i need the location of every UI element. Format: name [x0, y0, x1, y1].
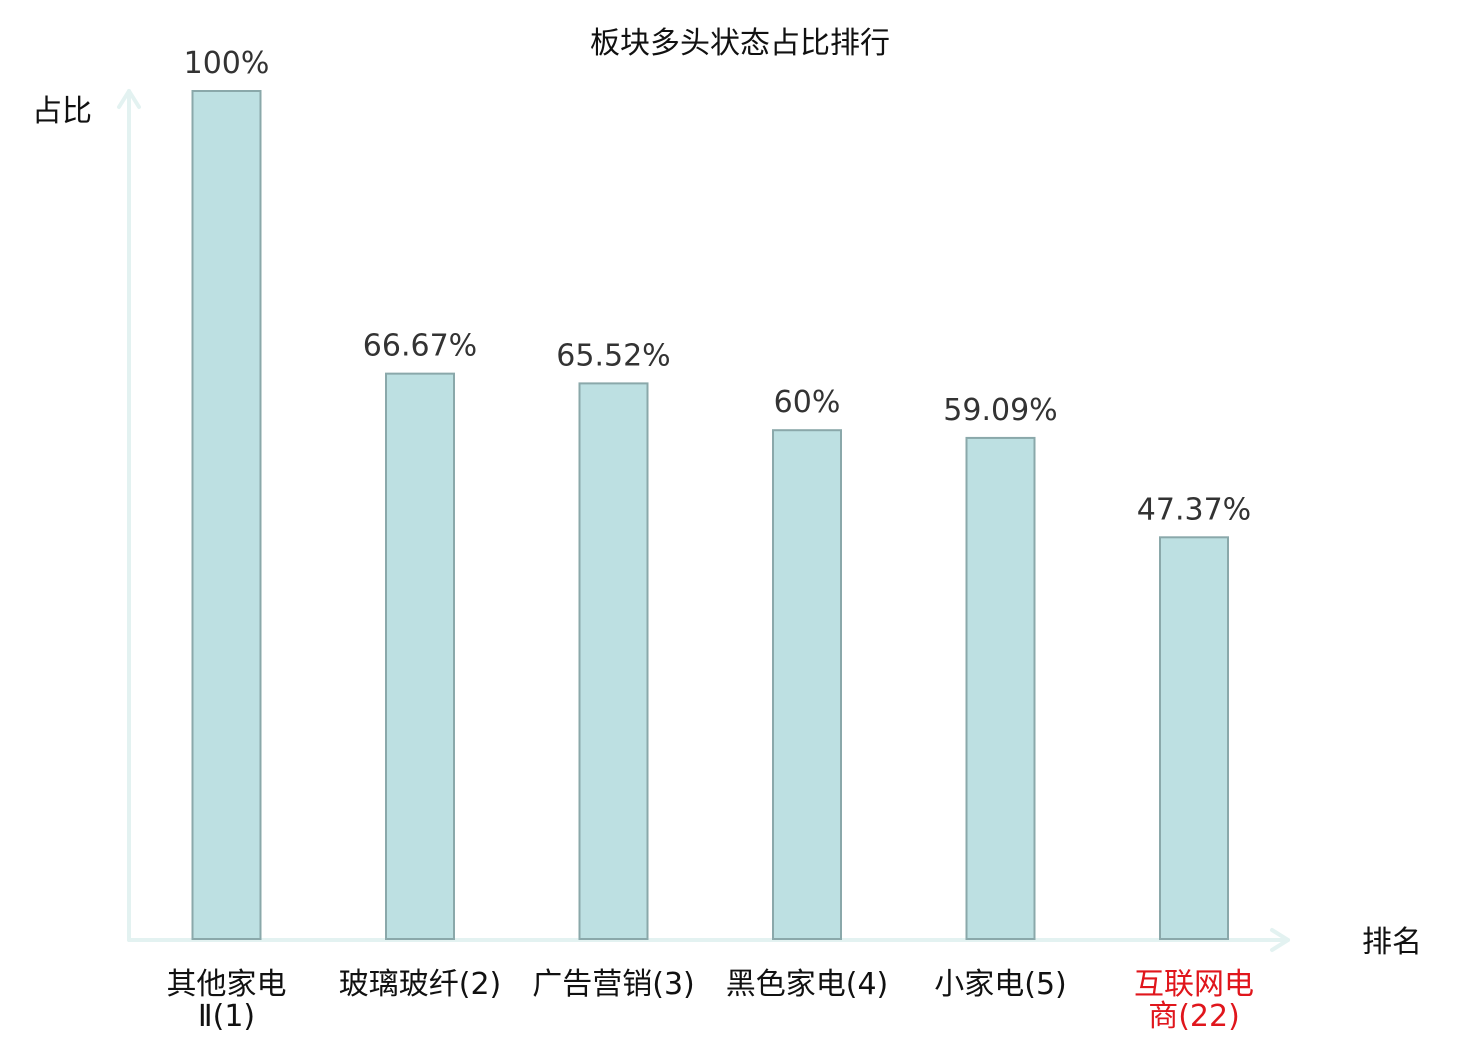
bar-value-label: 100% — [184, 46, 270, 81]
bar-value-label: 59.09% — [943, 393, 1057, 428]
chart-title: 板块多头状态占比排行 — [590, 26, 890, 61]
x-tick-label: 商(22) — [1148, 999, 1240, 1034]
bar — [965, 436, 1036, 940]
value-labels-group: 100% 66.67% 65.52% 60% 59.09% 47.37% — [184, 46, 1252, 527]
bar — [385, 372, 455, 940]
x-axis — [127, 928, 1290, 952]
x-tick-label: 小家电(5) — [934, 967, 1067, 1002]
bar — [772, 429, 842, 940]
x-tick-label: 广告营销(3) — [532, 967, 695, 1002]
bar — [578, 382, 649, 941]
bar-value-label: 60% — [774, 385, 841, 420]
x-tick-label: Ⅱ(1) — [198, 999, 255, 1034]
bar-value-label: 66.67% — [363, 329, 477, 364]
x-tick-label: 互联网电 — [1134, 967, 1254, 1002]
x-axis-label: 排名 — [1362, 925, 1422, 960]
bar — [1159, 536, 1229, 941]
x-tick-label: 玻璃玻纤(2) — [339, 967, 502, 1002]
y-axis-label: 占比 — [32, 94, 92, 129]
y-axis — [117, 89, 141, 942]
x-tick-label: 黑色家电(4) — [726, 967, 889, 1002]
bar-value-label: 65.52% — [556, 338, 670, 373]
x-tick-label: 其他家电 — [167, 967, 287, 1002]
bar-value-label: 47.37% — [1137, 492, 1251, 527]
bar — [191, 90, 262, 940]
bars-group — [191, 90, 1229, 941]
